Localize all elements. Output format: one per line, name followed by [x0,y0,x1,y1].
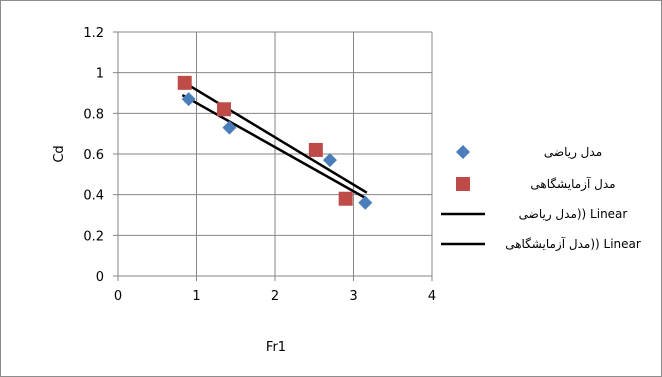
legend-label: مدل ریاضی)) Linear [519,207,628,222]
trendline [184,81,368,194]
y-axis-title: Cd [52,145,67,162]
x-tick-label: 4 [428,289,436,304]
data-point-diamond [222,120,237,135]
legend-label: مدل آزمایشگاهی)) Linear [505,236,641,252]
legend-label: مدل آزمایشگاهی [530,176,615,192]
y-tick-label: 1.2 [83,26,104,41]
axis-layer [113,31,433,281]
y-tick-label: 0.8 [83,107,104,122]
y-tick-label: 1 [96,67,104,82]
trendline [181,93,368,200]
data-point-square [338,191,353,206]
data-point-layer [177,75,373,210]
data-point-diamond [322,153,337,168]
data-point-diamond [358,195,373,210]
y-tick-label: 0.6 [83,148,104,163]
x-tick-label: 2 [271,289,279,304]
x-tick-label: 0 [114,289,122,304]
legend-square-marker [456,177,470,191]
x-tick-label: 1 [192,289,200,304]
data-point-square [308,142,323,157]
trendline-layer [181,81,368,200]
tick-label-layer: 0 0.2 0.4 0.6 0.8 1 1.2 0 1 2 3 4 [83,26,436,304]
data-point-square [177,75,192,90]
legend-label: مدل ریاضی [544,145,602,160]
y-tick-label: 0.4 [83,189,104,204]
x-tick-label: 3 [349,289,357,304]
y-tick-label: 0.2 [83,229,104,244]
grid-layer [117,31,433,277]
y-tick-label: 0 [96,270,104,285]
chart-legend: مدل ریاضی مدل آزمایشگاهی مدل ریاضی)) Linea… [441,145,641,252]
legend-diamond-marker [456,145,470,159]
data-point-diamond [181,92,196,107]
data-point-square [216,102,231,117]
x-axis-title: Fr1 [266,340,286,355]
